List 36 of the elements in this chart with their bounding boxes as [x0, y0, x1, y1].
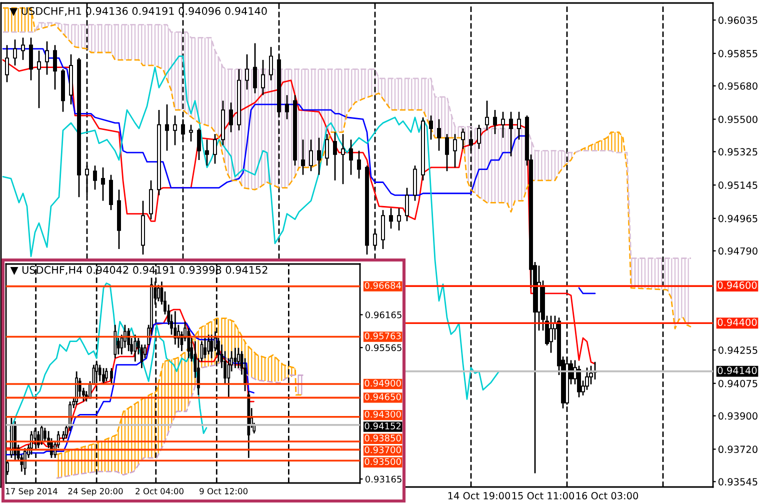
x-tick-label: 2 Oct 04:00 [136, 488, 184, 494]
y-tick-label: 0.95145 [718, 182, 758, 189]
x-tick-label: 17 Sep 2014 [6, 488, 58, 496]
ref-line-label: 0.93850 [364, 434, 401, 442]
y-tick-label: 0.96165 [365, 311, 402, 318]
y-tick-label: 0.95565 [365, 344, 402, 352]
y-tick-label: 0.93900 [718, 412, 758, 420]
chart-title: ▼ USDCHF,H4 0.94042 0.94191 0.93998 0.94152 [10, 266, 268, 275]
y-tick-label: 0.94255 [718, 346, 758, 354]
x-tick-label: 14 Oct 19:00 [448, 492, 510, 500]
x-tick-label: 9 Oct 12:00 [200, 488, 248, 494]
ref-line-label: 0.94900 [364, 380, 401, 387]
y-tick-label: 0.93165 [365, 476, 402, 483]
y-tick-label: 0.94075 [718, 380, 758, 388]
ref-line-label: 0.93700 [364, 446, 401, 454]
ref-line-label: 0.94650 [364, 393, 401, 400]
ref-line-label: 0.94140 [718, 366, 757, 374]
y-tick-label: 0.93720 [718, 446, 758, 454]
y-tick-label: 0.95680 [718, 82, 758, 90]
ref-line-label: 0.94300 [364, 410, 401, 418]
y-tick-label: 0.95325 [718, 148, 758, 156]
y-tick-label: 0.95855 [718, 50, 758, 58]
ref-line-label: 0.94400 [718, 318, 757, 326]
x-tick-label: 15 Oct 11:00 [512, 492, 574, 500]
ref-line-label: 0.96684 [364, 282, 401, 289]
y-tick-label: 0.95500 [718, 116, 758, 124]
y-tick-label: 0.94965 [718, 214, 758, 222]
ref-line-label: 0.93500 [364, 458, 401, 465]
ref-line-label: 0.94600 [718, 282, 757, 289]
ref-line-label: 0.95763 [364, 332, 401, 340]
ref-line-label: 0.94152 [364, 422, 401, 430]
y-tick-label: 0.93545 [718, 478, 758, 486]
x-tick-label: 24 Sep 20:00 [68, 488, 123, 496]
y-tick-label: 0.96035 [718, 16, 758, 24]
x-tick-label: 16 Oct 03:00 [576, 492, 638, 500]
y-tick-label: 0.94790 [718, 247, 758, 255]
